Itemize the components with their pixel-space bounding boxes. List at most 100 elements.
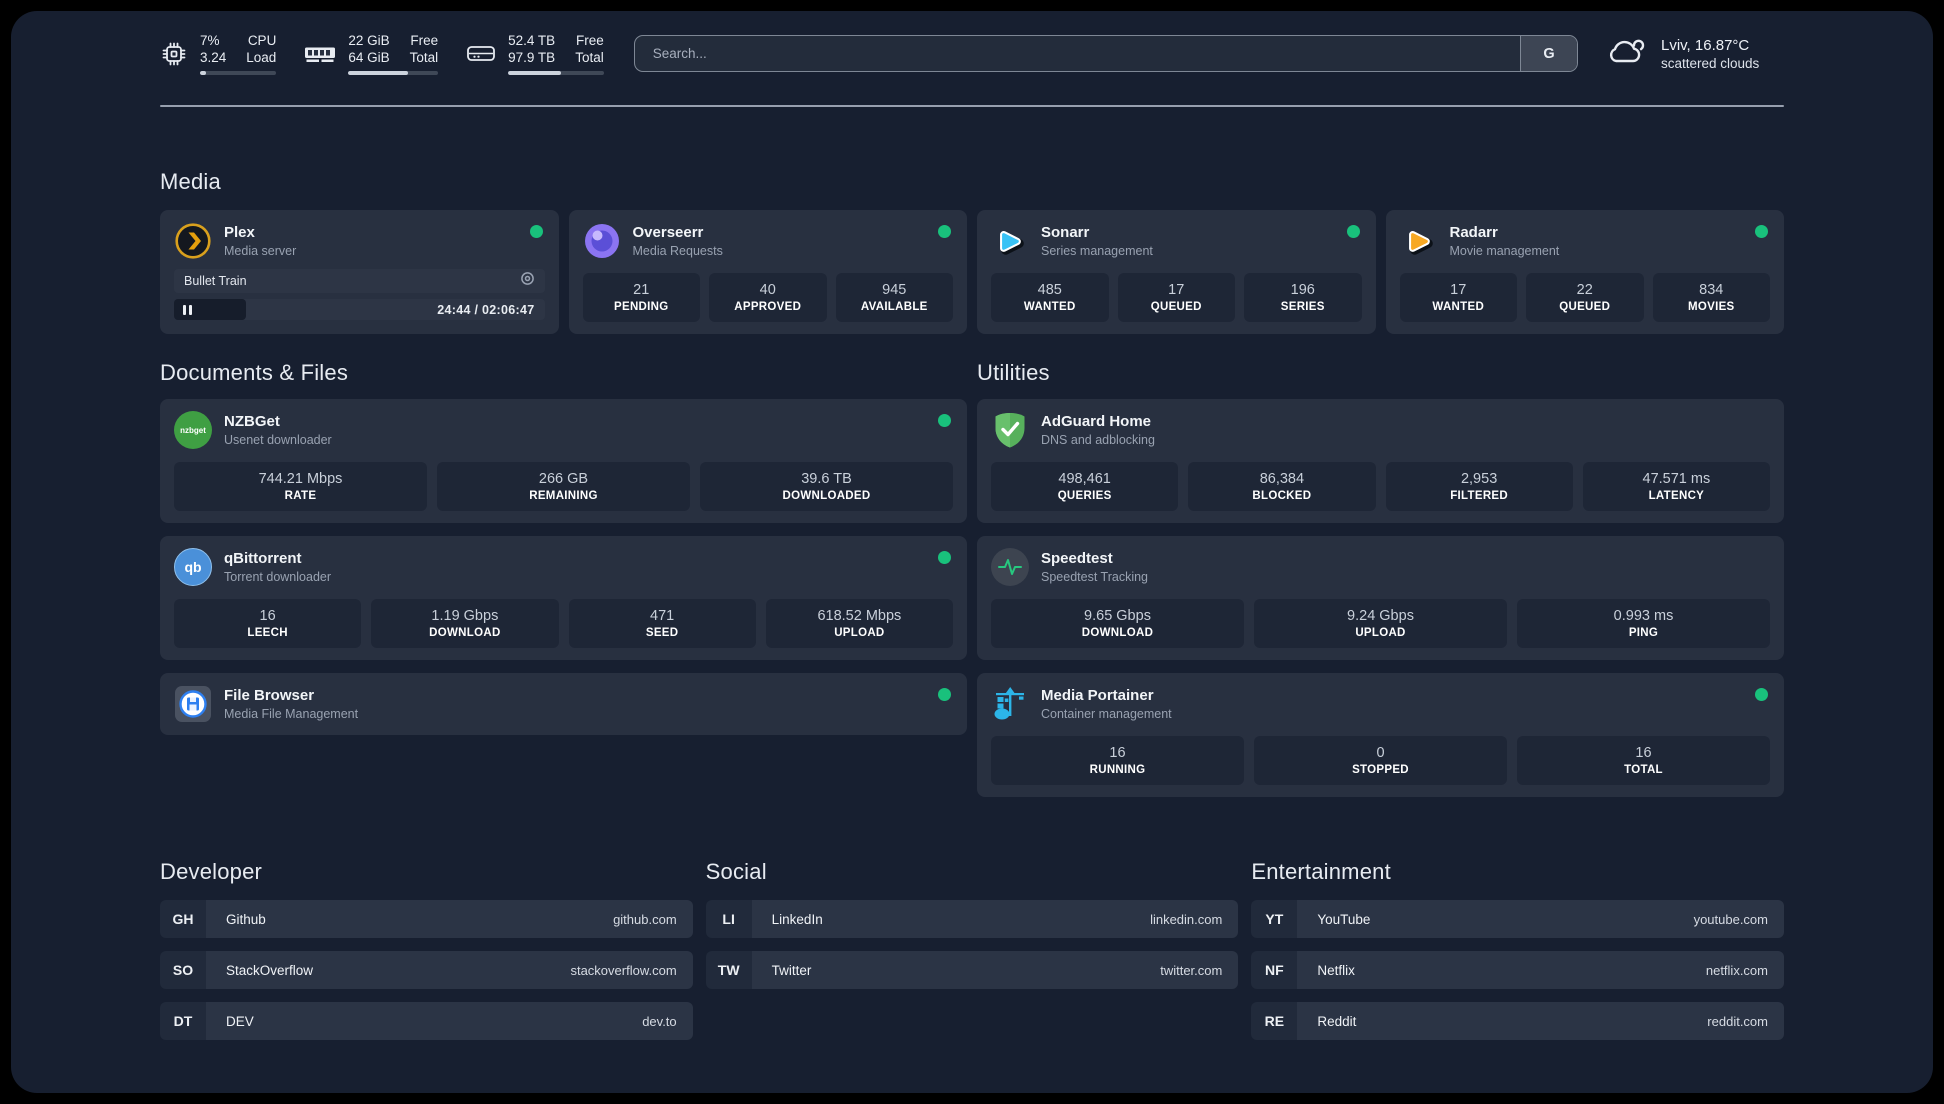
memory-total-label: Total	[409, 50, 439, 65]
stat-total: 16 TOTAL	[1517, 736, 1770, 785]
card-subtitle: Media server	[224, 244, 297, 258]
playback-progress-bar[interactable]: 24:44 / 02:06:47	[174, 299, 545, 320]
app-card-portainer[interactable]: Media Portainer Container management 16 …	[977, 673, 1784, 797]
speedtest-icon	[991, 548, 1029, 586]
link-name: Netflix	[1317, 962, 1355, 978]
link-badge: NF	[1251, 951, 1298, 989]
app-card-sonarr[interactable]: Sonarr Series management 485 WANTED 17 Q…	[977, 210, 1376, 334]
card-title: Plex	[224, 224, 255, 241]
search-input[interactable]	[634, 36, 1520, 71]
ram-icon	[304, 43, 336, 65]
link-url: github.com	[613, 911, 677, 927]
card-title: AdGuard Home	[1041, 413, 1152, 430]
app-card-qbittorrent[interactable]: qb qBittorrent Torrent downloader 16	[160, 536, 967, 660]
stat-rate: 744.21 Mbps RATE	[174, 462, 427, 511]
stat-filtered: 2,953 FILTERED	[1385, 462, 1573, 511]
cloud-icon	[1604, 35, 1648, 72]
stat-downloaded: 39.6 TB DOWNLOADED	[700, 462, 953, 511]
link-url: netflix.com	[1705, 962, 1768, 978]
link-badge: LI	[705, 900, 752, 938]
search-engine-button[interactable]: G	[1520, 36, 1577, 71]
card-subtitle: DNS and adblocking	[1041, 433, 1155, 447]
documents-column: Documents & Files nzbget NZBGet Usenet d…	[160, 360, 967, 797]
playback-time: 24:44 / 02:06:47	[437, 302, 535, 317]
status-dot	[938, 688, 951, 701]
card-subtitle: Movie management	[1449, 244, 1560, 258]
stat-stopped: 0 STOPPED	[1254, 736, 1507, 785]
section-title-social: Social	[705, 859, 767, 884]
section-title-media: Media	[160, 169, 221, 194]
stat-download: 9.65 Gbps DOWNLOAD	[991, 599, 1244, 648]
section-title-developer: Developer	[160, 859, 263, 884]
app-card-plex[interactable]: Plex Media server Bullet Train	[160, 210, 559, 334]
stat-pending: 21 PENDING	[582, 273, 700, 322]
developer-section: Developer GH Github github.com SO StackO…	[160, 859, 693, 1040]
link-dev[interactable]: DT DEV dev.to	[160, 1002, 693, 1040]
section-title-utilities: Utilities	[977, 360, 1050, 385]
app-card-speedtest[interactable]: Speedtest Speedtest Tracking 9.65 Gbps D…	[977, 536, 1784, 660]
link-name: Github	[226, 911, 266, 927]
stat-available: 945 AVAILABLE	[835, 273, 953, 322]
stat-blocked: 86,384 BLOCKED	[1188, 462, 1376, 511]
card-subtitle: Series management	[1041, 244, 1153, 258]
stat-upload: 9.24 Gbps UPLOAD	[1254, 599, 1507, 648]
section-title-entertainment: Entertainment	[1251, 859, 1391, 884]
now-playing-title: Bullet Train	[184, 274, 247, 288]
now-playing-row: Bullet Train	[174, 269, 545, 293]
weather-widget: Lviv, 16.87°C scattered clouds	[1604, 35, 1784, 72]
link-twitter[interactable]: TW Twitter twitter.com	[705, 951, 1239, 989]
link-url: youtube.com	[1693, 911, 1768, 927]
link-badge: TW	[705, 951, 752, 989]
cpu-load-label: Load	[246, 50, 277, 65]
memory-free-value: 22 GiB	[348, 33, 390, 48]
card-subtitle: Media Requests	[632, 244, 723, 258]
status-dot	[1755, 225, 1768, 238]
card-title: Radarr	[1449, 224, 1498, 241]
filebrowser-icon	[174, 685, 212, 723]
utilities-column: Utilities	[977, 360, 1784, 797]
card-title: Overseerr	[632, 224, 704, 241]
link-github[interactable]: GH Github github.com	[160, 900, 693, 938]
app-card-filebrowser[interactable]: File Browser Media File Management	[160, 673, 967, 735]
portainer-icon	[991, 685, 1029, 723]
link-name: Reddit	[1317, 1013, 1357, 1029]
link-badge: RE	[1251, 1002, 1298, 1040]
dashboard-panel: 7% 3.24 CPU Load	[11, 11, 1933, 1093]
status-dot	[529, 225, 543, 238]
cpu-progress-fill	[200, 71, 207, 75]
session-disc-icon	[520, 271, 535, 291]
qbittorrent-icon: qb	[174, 548, 212, 586]
memory-free-label: Free	[410, 33, 439, 48]
app-card-radarr[interactable]: Radarr Movie management 17 WANTED 22 QUE…	[1385, 210, 1784, 334]
stat-movies: 834 MOVIES	[1652, 273, 1770, 322]
app-card-adguard[interactable]: AdGuard Home DNS and adblocking 498,461 …	[977, 399, 1784, 523]
card-title: NZBGet	[224, 413, 280, 430]
link-stackoverflow[interactable]: SO StackOverflow stackoverflow.com	[160, 951, 693, 989]
cpu-progress-bar	[200, 71, 277, 75]
link-linkedin[interactable]: LI LinkedIn linkedin.com	[705, 900, 1239, 938]
app-card-overseerr[interactable]: Overseerr Media Requests 21 PENDING 40 A…	[568, 210, 967, 334]
cpu-icon	[160, 40, 188, 68]
stat-remaining: 266 GB REMAINING	[437, 462, 690, 511]
pause-icon[interactable]	[183, 304, 192, 315]
link-badge: SO	[160, 951, 206, 989]
link-netflix[interactable]: NF Netflix netflix.com	[1251, 951, 1784, 989]
app-card-nzbget[interactable]: nzbget NZBGet Usenet downloader 744.21 M…	[160, 399, 967, 523]
cpu-stat-group: 7% 3.24 CPU Load	[160, 32, 277, 75]
weather-location-temp: Lviv, 16.87°C	[1661, 36, 1750, 54]
link-url: twitter.com	[1160, 962, 1223, 978]
card-title: qBittorrent	[224, 550, 302, 567]
link-name: StackOverflow	[226, 962, 314, 978]
disk-icon	[466, 42, 496, 66]
link-reddit[interactable]: RE Reddit reddit.com	[1251, 1002, 1784, 1040]
disk-stat-group: 52.4 TB 97.9 TB Free Total	[466, 32, 604, 75]
playback-progress-fill	[174, 299, 247, 320]
link-youtube[interactable]: YT YouTube youtube.com	[1251, 900, 1784, 938]
adguard-icon	[991, 411, 1029, 449]
link-url: reddit.com	[1707, 1013, 1768, 1029]
weather-condition: scattered clouds	[1661, 55, 1760, 71]
radarr-icon	[1400, 222, 1438, 260]
link-url: linkedin.com	[1150, 911, 1223, 927]
cpu-load-value: 3.24	[200, 50, 227, 65]
card-subtitle: Speedtest Tracking	[1041, 570, 1149, 584]
